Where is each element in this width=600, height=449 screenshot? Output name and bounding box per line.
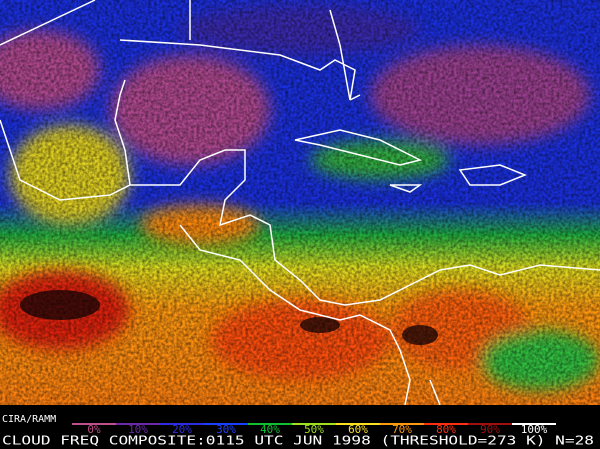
colorbar-swatch [468, 423, 512, 435]
colorbar-swatch [248, 423, 292, 435]
colorbar-label: 60% [348, 423, 368, 436]
colorbar-label: 50% [304, 423, 324, 436]
colorbar-swatch [336, 423, 380, 435]
colorbar-label: 20% [172, 423, 192, 436]
colorbar: 0% 10% 20% 30% 40% 50% 60% 70% 80% 90% 100% [72, 423, 556, 436]
colorbar-label: 90% [480, 423, 500, 436]
colorbar-label: 10% [128, 423, 148, 436]
colorbar-label: 0% [87, 423, 101, 436]
credit: CIRA/RAMM [2, 414, 56, 425]
colorbar-label: 70% [392, 423, 412, 436]
colorbar-label: 100% [521, 423, 548, 436]
colorbar-swatch [116, 423, 160, 435]
colorbar-swatch [160, 423, 204, 435]
colorbar-swatch [72, 423, 116, 435]
colorbar-label: 80% [436, 423, 456, 436]
caption: CLOUD FREQ COMPOSITE:0115 UTC JUN 1998 (… [2, 434, 594, 448]
colorbar-label: 30% [216, 423, 236, 436]
colorbar-swatch [380, 423, 424, 435]
coastlines [0, 0, 600, 406]
colorbar-swatch [204, 423, 248, 435]
colorbar-swatch [512, 423, 556, 435]
colorbar-swatch [424, 423, 468, 435]
satellite-image [0, 0, 600, 406]
colorbar-label: 40% [260, 423, 280, 436]
colorbar-swatch [292, 423, 336, 435]
